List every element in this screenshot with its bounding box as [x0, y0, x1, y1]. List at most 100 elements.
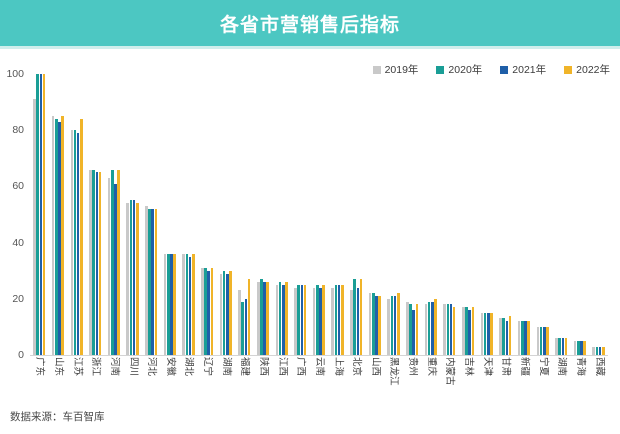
bar-2019年-福建[interactable] — [238, 290, 241, 355]
bar-2022年-天津[interactable] — [490, 312, 493, 355]
bar-2020年-天津[interactable] — [483, 312, 487, 355]
bar-2021年-河南[interactable] — [114, 183, 117, 355]
bar-2021年-湖北[interactable] — [188, 256, 192, 355]
bar-2019年-甘肃[interactable] — [499, 318, 502, 355]
bar-2019年-安徽[interactable] — [163, 253, 167, 355]
bar-2022年-福建[interactable] — [247, 279, 251, 355]
bar-2022年-陕西[interactable] — [266, 281, 270, 355]
bar-2020年-上海[interactable] — [334, 284, 338, 355]
legend-item-2019年[interactable]: 2019年 — [372, 62, 418, 77]
bar-2020年-新疆[interactable] — [521, 321, 524, 355]
bar-2020年-河北[interactable] — [148, 208, 151, 355]
bar-2021年-北京[interactable] — [356, 287, 360, 355]
bar-2019年-山西[interactable] — [368, 293, 372, 355]
bar-2019年-湖南[interactable] — [555, 338, 558, 355]
bar-2019年-湖北[interactable] — [182, 253, 185, 355]
bar-2022年-宁夏[interactable] — [546, 326, 549, 355]
bar-2022年-西藏[interactable] — [602, 346, 605, 355]
bar-2021年-云南[interactable] — [319, 287, 322, 355]
bar-2019年-贵州[interactable] — [406, 301, 409, 355]
bar-2022年-新疆[interactable] — [527, 321, 531, 355]
bar-2019年-陕西[interactable] — [256, 281, 260, 355]
bar-2022年-云南[interactable] — [322, 284, 325, 355]
legend-item-2022年[interactable]: 2022年 — [564, 62, 610, 77]
bar-2019年-江西[interactable] — [275, 284, 279, 355]
bar-2019年-河北[interactable] — [145, 206, 148, 355]
bar-2022年-辽宁[interactable] — [210, 267, 214, 355]
bar-2019年-天津[interactable] — [480, 312, 484, 355]
bar-2021年-辽宁[interactable] — [207, 270, 210, 355]
bar-2021年-安徽[interactable] — [170, 253, 173, 355]
bar-2019年-重庆[interactable] — [424, 304, 428, 355]
bar-2022年-山东[interactable] — [61, 116, 65, 355]
bar-2022年-内蒙古[interactable] — [452, 307, 456, 355]
bar-2019年-新疆[interactable] — [517, 321, 521, 355]
bar-2021年-福建[interactable] — [244, 298, 248, 355]
bar-2019年-四川[interactable] — [126, 203, 130, 355]
bar-2019年-河南[interactable] — [107, 177, 111, 355]
bar-2020年-贵州[interactable] — [409, 304, 412, 355]
bar-2019年-宁夏[interactable] — [536, 326, 540, 355]
bar-2021年-广西[interactable] — [300, 284, 304, 355]
bar-2021年-内蒙古[interactable] — [449, 304, 453, 355]
legend-item-2020年[interactable]: 2020年 — [436, 62, 482, 77]
bar-2020年-福建[interactable] — [241, 301, 245, 355]
bar-2020年-山东[interactable] — [55, 118, 58, 355]
bar-2020年-广东[interactable] — [36, 74, 40, 355]
bar-2021年-浙江[interactable] — [95, 172, 99, 355]
bar-2022年-四川[interactable] — [136, 203, 139, 355]
bar-2022年-安徽[interactable] — [173, 253, 176, 355]
bar-2022年-浙江[interactable] — [98, 172, 102, 355]
bar-2021年-山东[interactable] — [58, 121, 61, 355]
bar-2021年-陕西[interactable] — [263, 281, 266, 355]
bar-2019年-湖南[interactable] — [219, 273, 223, 355]
bar-2022年-广西[interactable] — [303, 284, 307, 355]
bar-2019年-黑龙江[interactable] — [387, 298, 390, 355]
bar-2019年-山东[interactable] — [51, 116, 55, 355]
bar-2021年-江苏[interactable] — [76, 133, 80, 355]
bar-2020年-云南[interactable] — [316, 284, 319, 355]
bar-2022年-山西[interactable] — [378, 296, 381, 355]
bar-2020年-安徽[interactable] — [166, 253, 170, 355]
bar-2019年-上海[interactable] — [331, 287, 335, 355]
bar-2019年-云南[interactable] — [312, 287, 316, 355]
bar-2021年-湖南[interactable] — [561, 338, 565, 355]
bar-2019年-西藏[interactable] — [592, 346, 596, 355]
bar-2021年-青海[interactable] — [580, 340, 583, 355]
bar-2021年-上海[interactable] — [337, 284, 341, 355]
bar-2020年-宁夏[interactable] — [539, 326, 543, 355]
bar-2019年-内蒙古[interactable] — [443, 304, 446, 355]
bar-2020年-山西[interactable] — [371, 293, 375, 355]
bar-2022年-广东[interactable] — [42, 74, 46, 355]
bar-2019年-广西[interactable] — [294, 287, 297, 355]
bar-2022年-贵州[interactable] — [415, 304, 419, 355]
bar-2020年-江苏[interactable] — [73, 130, 77, 355]
bar-2020年-西藏[interactable] — [595, 346, 599, 355]
bar-2022年-青海[interactable] — [583, 340, 586, 355]
bar-2022年-重庆[interactable] — [434, 298, 437, 355]
bar-2020年-黑龙江[interactable] — [390, 296, 394, 355]
bar-2022年-湖南[interactable] — [564, 338, 568, 355]
bar-2020年-吉林[interactable] — [465, 307, 468, 355]
bar-2020年-河南[interactable] — [110, 169, 114, 355]
bar-2022年-河南[interactable] — [117, 169, 120, 355]
legend-item-2021年[interactable]: 2021年 — [500, 62, 546, 77]
bar-2021年-河北[interactable] — [151, 208, 155, 355]
bar-2020年-北京[interactable] — [353, 279, 356, 355]
bar-2021年-江西[interactable] — [281, 284, 285, 355]
bar-2021年-黑龙江[interactable] — [393, 296, 397, 355]
bar-2020年-内蒙古[interactable] — [446, 304, 450, 355]
bar-2020年-广西[interactable] — [297, 284, 300, 355]
bar-2022年-江西[interactable] — [285, 281, 288, 355]
bar-2022年-吉林[interactable] — [471, 307, 475, 355]
bar-2020年-辽宁[interactable] — [204, 267, 207, 355]
bar-2020年-重庆[interactable] — [427, 301, 431, 355]
bar-2019年-辽宁[interactable] — [201, 267, 204, 355]
bar-2019年-青海[interactable] — [573, 340, 577, 355]
bar-2021年-山西[interactable] — [375, 296, 378, 355]
bar-2021年-贵州[interactable] — [412, 310, 416, 355]
bar-2022年-河北[interactable] — [154, 208, 158, 355]
bar-2022年-甘肃[interactable] — [508, 315, 512, 355]
bar-2022年-湖南[interactable] — [229, 270, 232, 355]
bar-2021年-甘肃[interactable] — [505, 321, 509, 355]
